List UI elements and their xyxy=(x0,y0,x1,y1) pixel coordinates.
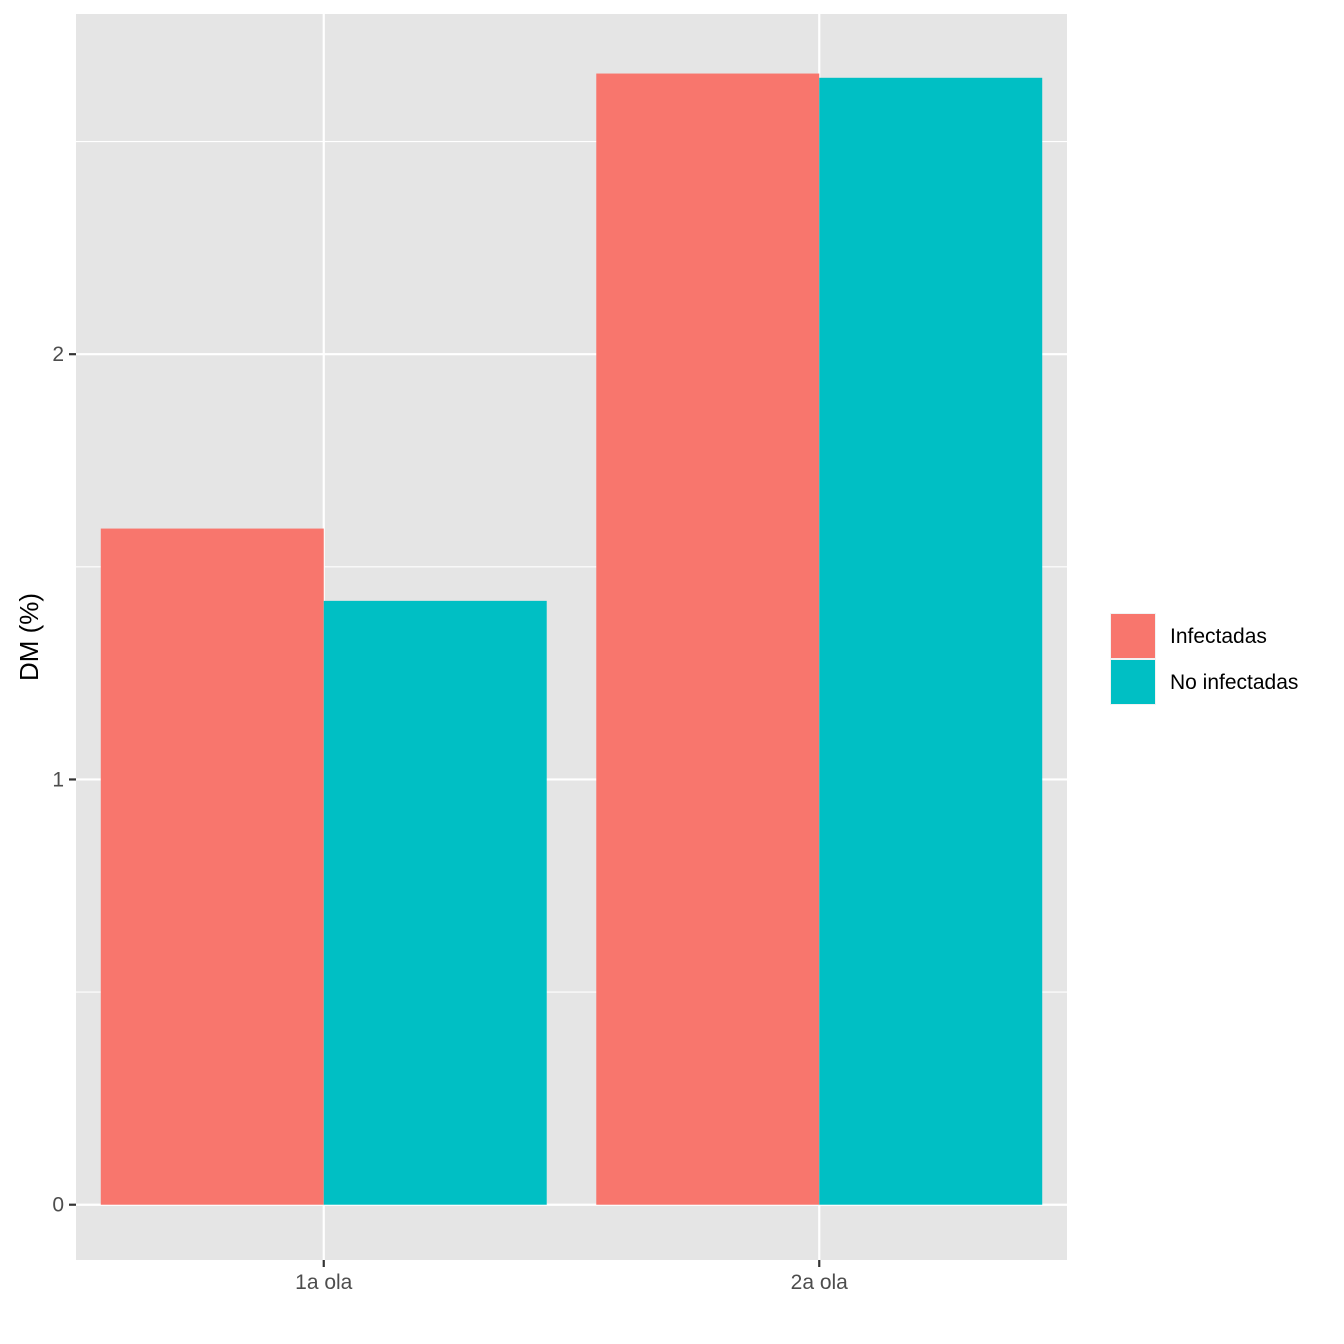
y-tick-label: 1 xyxy=(52,768,64,791)
legend-label: Infectadas xyxy=(1170,625,1267,648)
y-tick-label: 2 xyxy=(52,343,64,366)
x-tick-label: 1a ola xyxy=(295,1271,353,1294)
y-axis-title: DM (%) xyxy=(14,593,44,681)
y-tick-label: 0 xyxy=(52,1194,64,1217)
x-tick-label: 2a ola xyxy=(791,1271,849,1294)
x-axis: 1a ola 2a ola xyxy=(295,1260,848,1294)
y-axis: 0 1 2 xyxy=(52,343,76,1217)
bar xyxy=(323,600,547,1205)
legend-key xyxy=(1111,614,1155,658)
bar xyxy=(596,73,820,1205)
bar xyxy=(100,528,324,1205)
legend-label: No infectadas xyxy=(1170,671,1298,694)
bars xyxy=(100,73,1043,1205)
legend: Infectadas No infectadas xyxy=(1110,613,1298,705)
bar xyxy=(819,77,1043,1205)
legend-key xyxy=(1111,660,1155,704)
